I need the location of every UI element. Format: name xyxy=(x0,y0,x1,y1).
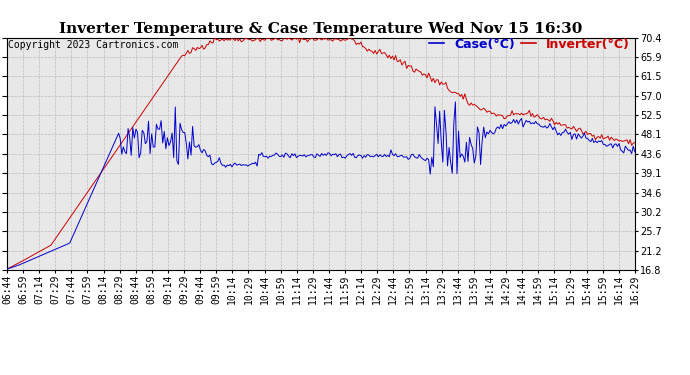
Title: Inverter Temperature & Case Temperature Wed Nov 15 16:30: Inverter Temperature & Case Temperature … xyxy=(59,22,582,36)
Text: Copyright 2023 Cartronics.com: Copyright 2023 Cartronics.com xyxy=(8,40,179,50)
Legend: Case(°C), Inverter(°C): Case(°C), Inverter(°C) xyxy=(424,33,635,56)
